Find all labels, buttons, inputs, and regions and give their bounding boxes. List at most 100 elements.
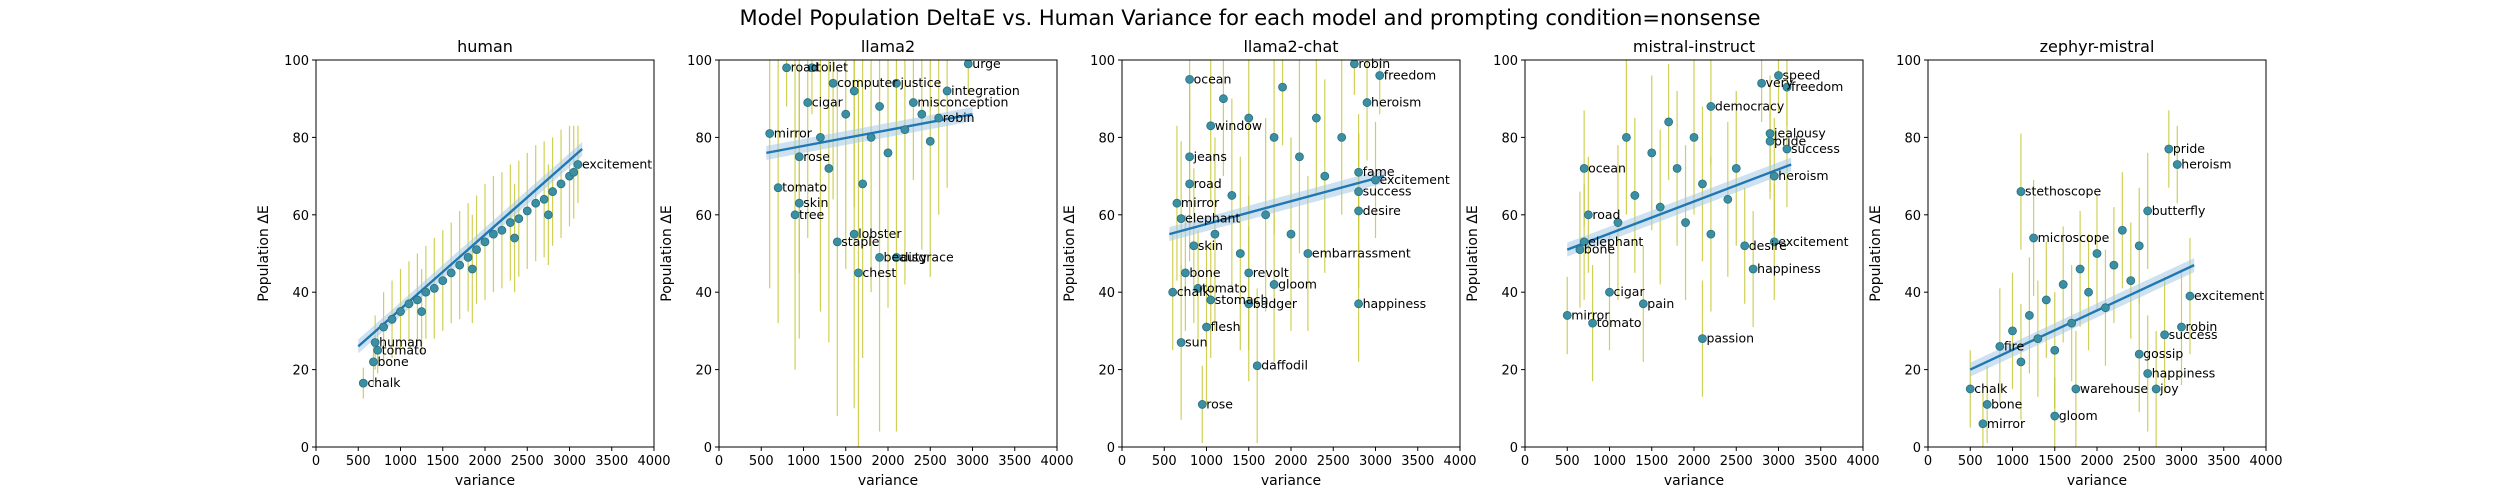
data-point bbox=[2117, 225, 2127, 235]
data-point bbox=[2101, 303, 2110, 313]
x-tick-label: 2500 bbox=[2123, 454, 2156, 469]
x-tick-label: 1500 bbox=[426, 454, 459, 469]
x-tick-label: 3500 bbox=[595, 454, 628, 469]
data-point bbox=[1630, 191, 1640, 200]
y-tick-label: 0 bbox=[1510, 441, 1518, 456]
point-label: freedom bbox=[1791, 79, 1843, 94]
panel-title: human bbox=[457, 37, 513, 56]
data-points bbox=[1168, 59, 1385, 409]
data-point bbox=[455, 260, 465, 270]
point-label: excitement bbox=[2194, 288, 2264, 303]
data-point bbox=[1605, 287, 1614, 297]
data-point bbox=[2084, 287, 2093, 297]
point-labels: oceanrobinfreedomheroismwindowjeansroadm… bbox=[1177, 56, 1450, 412]
point-label: democracy bbox=[1715, 98, 1785, 113]
data-point bbox=[2134, 241, 2144, 251]
point-label: bone bbox=[1189, 265, 1221, 280]
point-label: human bbox=[379, 335, 423, 350]
data-point bbox=[1172, 198, 1182, 208]
data-point bbox=[497, 225, 507, 235]
panel-title: mistral-instruct bbox=[1633, 37, 1755, 56]
x-axis-label: variance bbox=[1664, 473, 1724, 489]
fit-line bbox=[357, 148, 583, 348]
point-label: chalk bbox=[1974, 381, 2008, 396]
point-label: success bbox=[2169, 327, 2218, 342]
point-label: heroism bbox=[1778, 168, 1828, 183]
panel-title: llama2 bbox=[861, 37, 915, 56]
x-tick-label: 0 bbox=[1924, 454, 1932, 469]
data-point bbox=[373, 345, 383, 355]
y-tick-label: 100 bbox=[1090, 54, 1115, 69]
point-label: freedom bbox=[1384, 67, 1436, 82]
data-point bbox=[1354, 187, 1363, 196]
point-label: desire bbox=[1363, 203, 1401, 218]
data-point bbox=[1638, 299, 1648, 309]
data-point bbox=[446, 268, 456, 278]
data-point bbox=[2160, 330, 2170, 340]
data-point bbox=[2071, 384, 2081, 394]
data-point bbox=[2143, 369, 2153, 378]
data-point bbox=[1235, 249, 1245, 258]
point-label: revolt bbox=[1253, 265, 1289, 280]
x-tick-label: 2500 bbox=[1317, 454, 1350, 469]
point-label: skin bbox=[1198, 238, 1223, 253]
point-label: heroism bbox=[1371, 95, 1421, 110]
x-tick-label: 1500 bbox=[2038, 454, 2071, 469]
x-tick-label: 3500 bbox=[998, 454, 1031, 469]
data-point bbox=[2177, 322, 2186, 332]
data-point bbox=[1740, 241, 1750, 251]
x-axis-label: variance bbox=[1261, 473, 1321, 489]
data-point bbox=[1185, 74, 1194, 84]
data-point bbox=[854, 268, 863, 278]
data-point bbox=[548, 187, 557, 196]
point-label: heroism bbox=[2181, 156, 2231, 171]
data-point bbox=[2164, 144, 2174, 154]
point-label: gloom bbox=[2059, 408, 2098, 423]
data-point bbox=[1769, 171, 1779, 181]
data-point bbox=[2109, 260, 2119, 270]
data-point bbox=[2151, 384, 2161, 394]
y-tick-label: 0 bbox=[1913, 441, 1921, 456]
data-point bbox=[1189, 241, 1199, 251]
y-tick-label: 20 bbox=[1501, 364, 1518, 379]
data-point bbox=[404, 299, 414, 309]
data-point bbox=[2029, 233, 2039, 243]
data-point bbox=[2075, 264, 2085, 274]
x-tick-label: 0 bbox=[1118, 454, 1126, 469]
figure-title: Model Population DeltaE vs. Human Varian… bbox=[739, 6, 1760, 30]
data-point bbox=[522, 206, 532, 216]
point-label: urge bbox=[972, 56, 1001, 71]
data-point bbox=[2041, 295, 2051, 305]
data-point bbox=[2067, 318, 2077, 328]
data-point bbox=[463, 252, 473, 262]
point-label: tomato bbox=[1202, 280, 1247, 295]
panel-2: llama2-chatoceanrobinfreedomheroismwindo… bbox=[1062, 37, 1477, 489]
point-label: mirror bbox=[1571, 307, 1610, 322]
data-point bbox=[539, 194, 549, 204]
x-tick-label: 1000 bbox=[384, 454, 417, 469]
data-point bbox=[2172, 160, 2182, 169]
data-point bbox=[1782, 82, 1792, 92]
data-point bbox=[569, 167, 579, 177]
data-point bbox=[1613, 218, 1623, 227]
data-point bbox=[1562, 311, 1572, 320]
data-point bbox=[917, 109, 927, 119]
data-point bbox=[472, 245, 481, 255]
point-label: bone bbox=[1584, 242, 1616, 257]
data-points bbox=[765, 59, 973, 278]
data-point bbox=[1978, 419, 1988, 429]
point-label: cigar bbox=[1614, 284, 1646, 299]
data-point bbox=[1579, 237, 1589, 247]
data-point bbox=[925, 136, 935, 146]
data-point bbox=[2050, 345, 2060, 355]
point-label: staple bbox=[841, 234, 879, 249]
data-point bbox=[773, 183, 783, 193]
data-point bbox=[543, 210, 553, 220]
data-point bbox=[1748, 264, 1758, 274]
point-label: mirror bbox=[1987, 416, 2026, 431]
point-label: window bbox=[1215, 118, 1262, 133]
panel-title: zephyr-mistral bbox=[2040, 37, 2155, 56]
y-tick-label: 80 bbox=[695, 131, 712, 146]
